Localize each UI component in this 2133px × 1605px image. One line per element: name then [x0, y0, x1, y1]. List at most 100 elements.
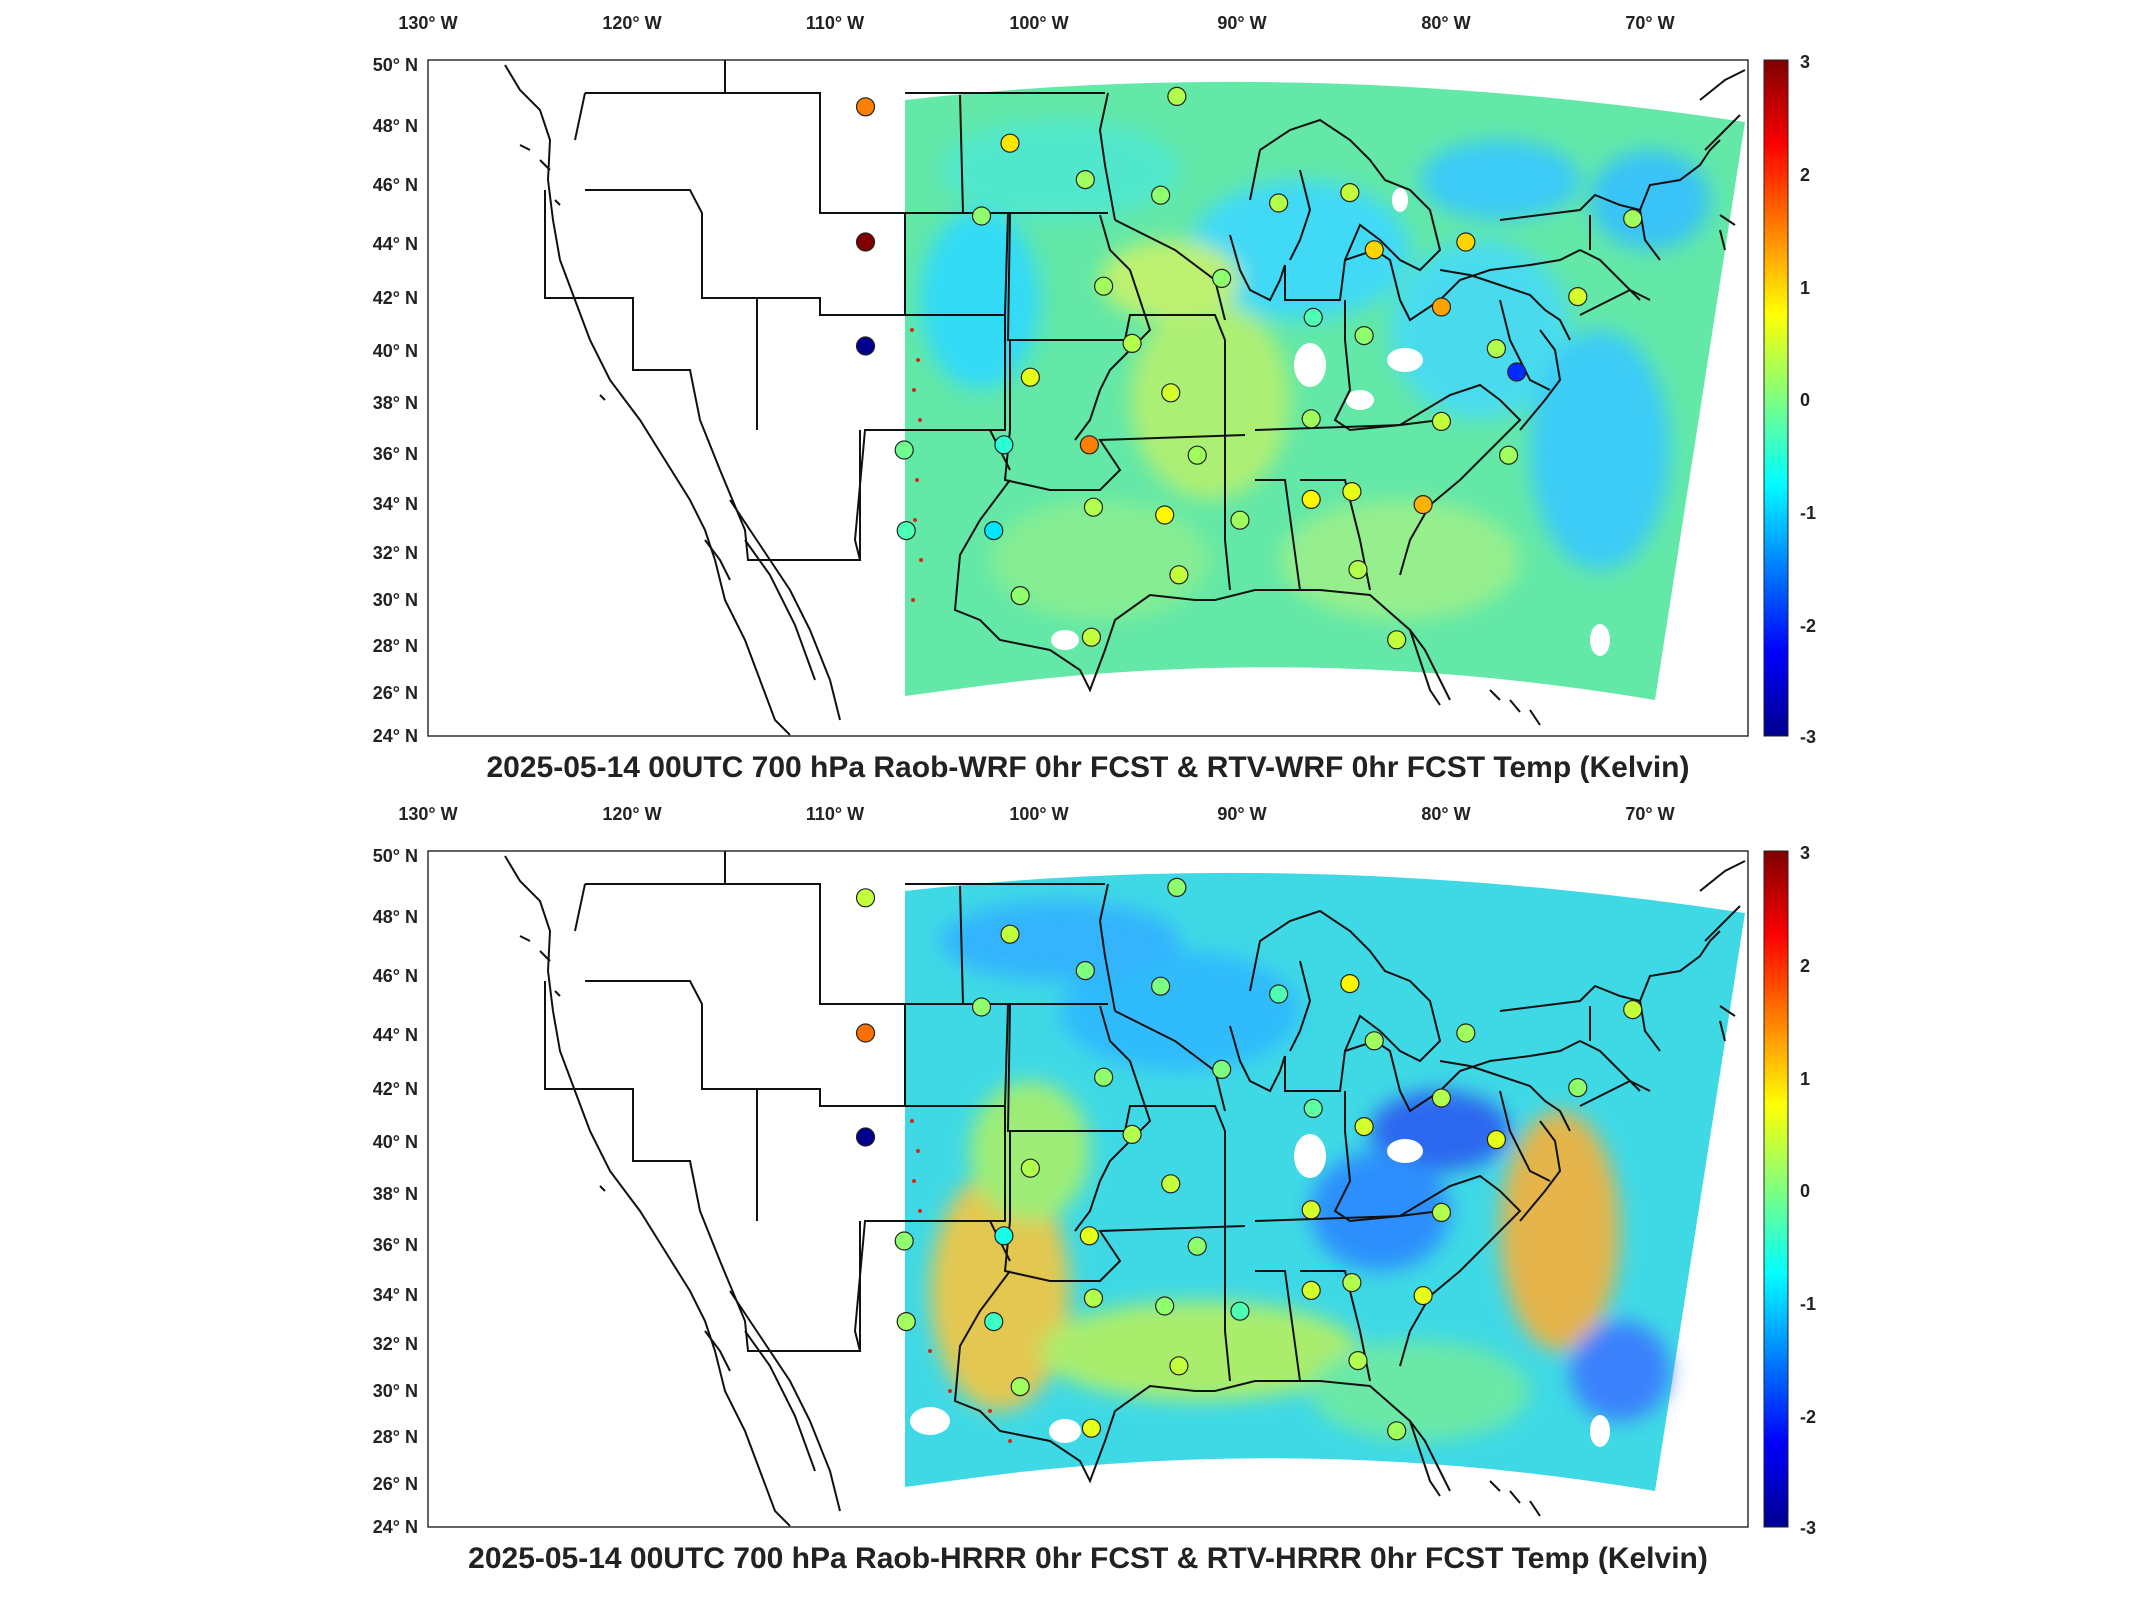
colorbar-tick-label: 0: [1800, 1181, 1810, 1201]
rtv-field: [905, 81, 1745, 700]
raob-station-marker: [1010, 585, 1030, 606]
coastline: [519, 144, 841, 721]
raob-station-marker: [1020, 367, 1040, 387]
raob-station-marker: [1075, 170, 1095, 190]
raob-station-marker: [1269, 984, 1289, 1004]
colorbar-tick-label: 3: [1800, 843, 1810, 863]
raob-station-marker: [855, 1127, 876, 1147]
colorbar-tick-label: -3: [1800, 1518, 1816, 1538]
raob-station-marker: [1568, 1078, 1588, 1098]
raob-stations: [855, 86, 1643, 650]
raob-station-marker: [855, 232, 876, 252]
panel-title: 2025-05-14 00UTC 700 hPa Raob-WRF 0hr FC…: [487, 751, 1690, 784]
raob-station-marker: [1081, 627, 1102, 647]
colorbar-tick-label: -1: [1800, 503, 1816, 523]
lat-tick-label: 28° N: [373, 636, 418, 656]
lat-tick-label: 32° N: [373, 543, 418, 563]
raob-station-marker: [1301, 489, 1321, 509]
raob-station-marker: [855, 1023, 876, 1043]
lon-tick-label: 70° W: [1625, 804, 1674, 824]
lat-tick-label: 24° N: [373, 726, 418, 746]
raob-station-marker: [1020, 1158, 1040, 1178]
lat-tick-label: 28° N: [373, 1427, 418, 1447]
colorbar-tick-label: -3: [1800, 727, 1816, 747]
raob-station-marker: [1187, 445, 1207, 465]
colorbar-tick-label: 3: [1800, 52, 1810, 72]
raob-station-marker: [1431, 411, 1452, 431]
raob-station-marker: [1155, 1296, 1175, 1316]
raob-station-marker: [894, 440, 914, 460]
raob-station-marker: [1387, 630, 1407, 650]
raob-station-marker: [1456, 232, 1476, 252]
raob-station-marker: [896, 1311, 916, 1332]
lon-tick-labels: 130° W 120° W 110° W 100° W 90° W 80° W …: [398, 13, 1674, 33]
lat-tick-label: 30° N: [373, 1381, 418, 1401]
raob-station-marker: [855, 336, 876, 356]
raob-station-marker: [1623, 209, 1643, 229]
lat-tick-label: 48° N: [373, 116, 418, 136]
raob-station-marker: [1161, 383, 1181, 403]
raob-station-marker: [1230, 1301, 1250, 1321]
raob-station-marker: [1303, 307, 1323, 327]
raob-station-marker: [1431, 297, 1452, 317]
raob-station-marker: [1079, 435, 1099, 455]
lat-tick-label: 26° N: [373, 683, 418, 703]
raob-station-marker: [1169, 1356, 1189, 1376]
lat-tick-label: 42° N: [373, 1079, 418, 1099]
lon-tick-labels: 130° W 120° W 110° W 100° W 90° W 80° W …: [398, 804, 1674, 824]
raob-station-marker: [1431, 1088, 1452, 1108]
raob-station-marker: [1081, 1418, 1102, 1438]
lat-tick-label: 46° N: [373, 175, 418, 195]
panel-title: 2025-05-14 00UTC 700 hPa Raob-HRRR 0hr F…: [468, 1542, 1708, 1575]
raob-station-marker: [971, 997, 992, 1017]
raob-station-marker: [1167, 877, 1187, 898]
raob-station-marker: [1000, 133, 1020, 153]
raob-station-marker: [1150, 976, 1171, 996]
raob-station-marker: [1122, 1124, 1142, 1144]
lat-tick-label: 48° N: [373, 907, 418, 927]
raob-station-marker: [1498, 445, 1519, 465]
lat-tick-label: 44° N: [373, 234, 418, 254]
raob-station-marker: [1094, 276, 1114, 296]
state-boundaries: [504, 60, 1746, 736]
lon-tick-label: 90° W: [1217, 13, 1266, 33]
raob-station-marker: [1568, 287, 1588, 307]
lon-tick-label: 80° W: [1421, 13, 1470, 33]
colorbar: 3 2 1 0 -1 -2 -3: [1763, 843, 1816, 1538]
lon-tick-label: 70° W: [1625, 13, 1674, 33]
colorbar-tick-label: 2: [1800, 956, 1810, 976]
map-axes: [427, 850, 1749, 1528]
lat-tick-label: 30° N: [373, 590, 418, 610]
lon-tick-label: 120° W: [602, 13, 661, 33]
colorbar-tick-label: -1: [1800, 1294, 1816, 1314]
raob-station-marker: [1413, 1286, 1433, 1306]
lat-tick-label: 38° N: [373, 393, 418, 413]
raob-station-marker: [1301, 409, 1321, 429]
lat-tick-label: 36° N: [373, 444, 418, 464]
lat-tick-labels: 50° N 48° N 46° N 44° N 42° N 40° N 38° …: [373, 55, 418, 746]
lat-tick-label: 24° N: [373, 1517, 418, 1537]
raob-station-marker: [1094, 1067, 1114, 1087]
missing-data-patches: [910, 1134, 1610, 1447]
colorbar-gradient: [1763, 850, 1789, 1528]
raob-station-marker: [984, 1311, 1004, 1332]
raob-station-marker: [1212, 268, 1232, 288]
raob-station-marker: [894, 1231, 914, 1251]
lon-tick-label: 130° W: [398, 13, 457, 33]
panel-hrrr: 130° W 120° W 110° W 100° W 90° W 80° W …: [373, 804, 1816, 1575]
raob-station-marker: [1340, 183, 1360, 203]
raob-station-marker: [984, 520, 1004, 541]
raob-station-marker: [855, 97, 876, 117]
raob-station-marker: [1623, 1000, 1643, 1020]
lat-tick-label: 36° N: [373, 1235, 418, 1255]
raob-station-marker: [1340, 974, 1360, 994]
lat-tick-label: 40° N: [373, 1132, 418, 1152]
raob-station-marker: [1155, 505, 1175, 525]
raob-station-marker: [1269, 193, 1289, 213]
raob-station-marker: [1083, 1288, 1104, 1308]
raob-station-marker: [1000, 924, 1020, 944]
raob-station-marker: [1010, 1376, 1030, 1397]
colorbar-tick-label: 1: [1800, 278, 1810, 298]
raob-station-marker: [994, 435, 1014, 455]
raob-station-marker: [1364, 1031, 1384, 1051]
